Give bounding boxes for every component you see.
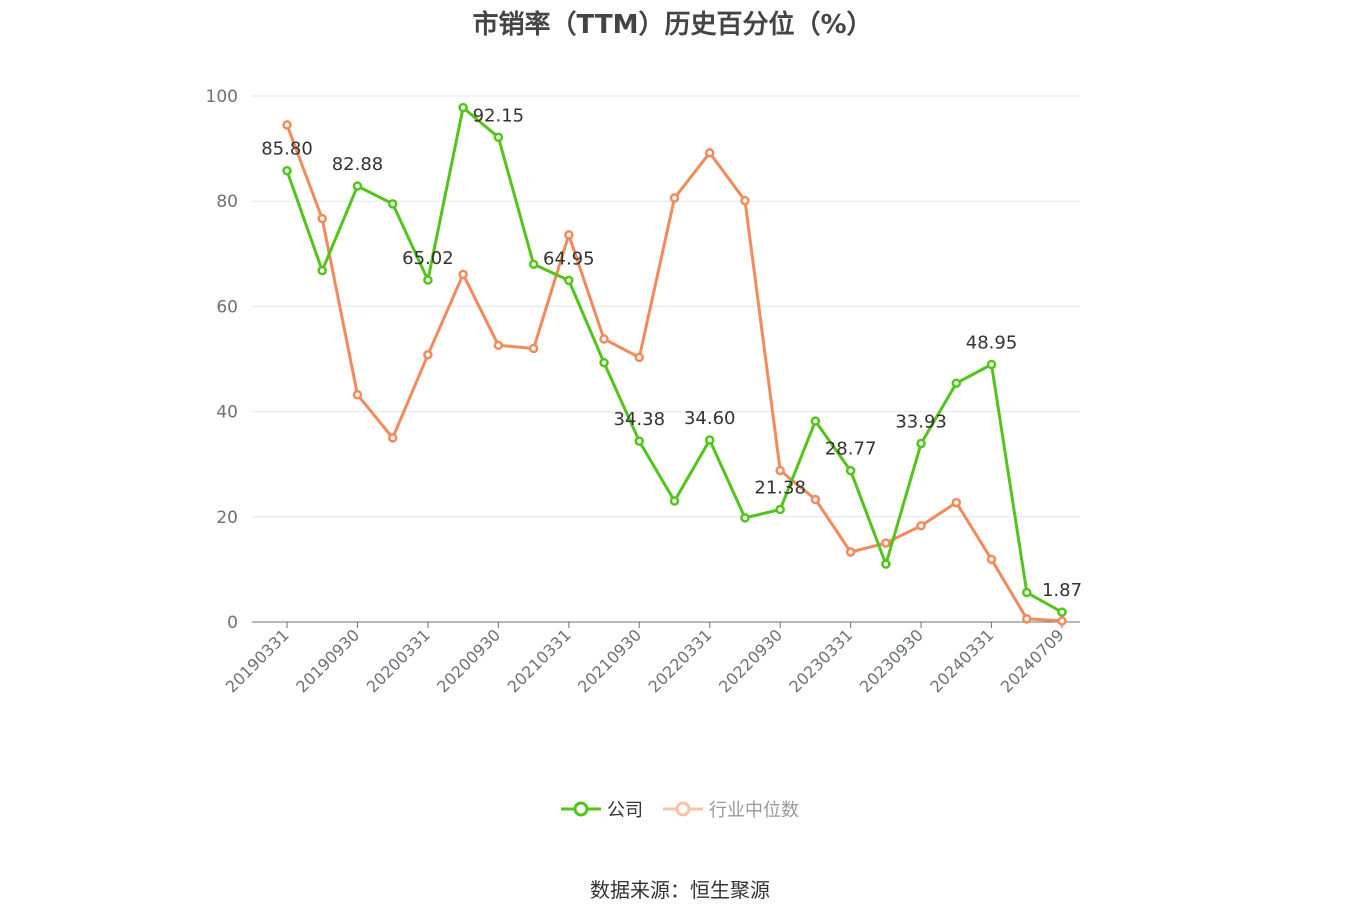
data-label: 48.95 [966, 333, 1018, 354]
legend-company-icon [561, 801, 601, 817]
data-label: 33.93 [895, 412, 947, 433]
y-tick-label: 0 [227, 613, 238, 633]
data-point-industry [669, 193, 680, 203]
data-point-company [986, 359, 997, 370]
data-label: 65.02 [402, 248, 454, 269]
data-point-company [317, 265, 327, 276]
x-tick-label: 20210331 [504, 625, 575, 696]
data-point-industry [634, 352, 645, 363]
data-point-company [916, 438, 926, 449]
y-tick-label: 80 [216, 192, 238, 212]
data-point-industry [775, 465, 785, 476]
data-point-company [387, 199, 398, 209]
data-point-company [1057, 607, 1067, 617]
data-point-industry [1022, 614, 1032, 624]
x-tick-label: 20190930 [292, 625, 363, 696]
x-tick-label: 20230930 [856, 625, 927, 696]
x-tick-label: 20210930 [574, 625, 645, 696]
y-tick-label: 100 [206, 87, 238, 107]
data-point-industry [845, 547, 856, 557]
data-point-company [458, 102, 468, 113]
data-point-company [352, 181, 363, 191]
legend: 公司 行业中位数 [0, 796, 1360, 822]
data-point-industry [951, 497, 962, 508]
x-tick-label: 20200930 [433, 625, 504, 696]
data-point-company [493, 132, 504, 143]
data-point-company [704, 435, 715, 445]
data-point-company [810, 416, 821, 426]
data-point-industry [493, 340, 504, 351]
data-point-company [951, 378, 962, 388]
legend-company-label: 公司 [607, 800, 643, 821]
x-tick-label: 20240331 [926, 625, 997, 696]
legend-item-company[interactable]: 公司 [561, 796, 643, 822]
data-point-industry [986, 554, 997, 565]
data-labels: 85.80 82.88 65.02 92.15 64.95 34.38 34.60 21.38… [261, 105, 1082, 601]
data-point-company [881, 559, 891, 569]
data-point-industry [881, 538, 891, 548]
data-point-industry [916, 520, 926, 531]
data-label: 82.88 [332, 154, 384, 175]
x-tick-label: 20240709 [997, 625, 1068, 696]
data-point-industry [1057, 616, 1067, 626]
legend-item-industry[interactable]: 行业中位数 [663, 796, 799, 822]
data-point-industry [352, 390, 363, 400]
y-axis: 0 20 40 60 80 100 [206, 87, 238, 633]
legend-industry-icon [663, 801, 703, 817]
data-point-company [669, 496, 680, 506]
x-tick-label: 20190331 [222, 625, 293, 696]
data-label: 28.77 [825, 439, 877, 460]
x-tick-label: 20220331 [645, 625, 716, 696]
data-point-company [634, 436, 645, 446]
data-point-company [564, 275, 574, 286]
series-layer [282, 102, 1067, 626]
data-label: 64.95 [543, 248, 595, 269]
data-point-industry [810, 494, 821, 505]
data-label: 34.60 [684, 408, 736, 429]
x-axis: 20190331 20190930 20200331 20200930 20210331… [222, 621, 1080, 696]
data-point-company [528, 259, 539, 270]
data-point-company [740, 513, 750, 523]
data-point-industry [387, 433, 398, 443]
x-tick-label: 20220930 [715, 625, 786, 696]
data-point-industry [282, 120, 292, 130]
data-point-industry [458, 269, 468, 280]
series-line-company [285, 106, 1063, 614]
data-label: 1.87 [1042, 580, 1082, 601]
data-point-company [282, 165, 292, 176]
data-point-industry [599, 334, 609, 344]
data-point-industry [564, 230, 574, 240]
data-label: 34.38 [614, 409, 666, 430]
data-point-company [775, 504, 785, 515]
y-tick-label: 40 [216, 403, 238, 423]
data-point-company [1022, 587, 1032, 598]
data-point-company [599, 357, 609, 368]
data-point-industry [528, 343, 539, 354]
data-point-industry [317, 213, 327, 224]
data-point-industry [423, 350, 433, 360]
data-label: 85.80 [261, 139, 313, 160]
data-label: 92.15 [473, 105, 525, 126]
y-tick-label: 20 [216, 508, 238, 528]
data-source: 数据来源：恒生聚源 [590, 878, 770, 902]
legend-industry-label: 行业中位数 [709, 800, 799, 821]
data-point-company [423, 275, 433, 285]
chart-title: 市销率（TTM）历史百分位（%） [472, 10, 873, 40]
x-tick-label: 20200331 [363, 625, 434, 696]
data-point-company [845, 465, 856, 476]
x-tick-label: 20230331 [785, 625, 856, 696]
data-point-industry [704, 148, 715, 158]
data-point-industry [740, 195, 750, 206]
y-tick-label: 60 [216, 297, 238, 317]
data-label: 21.38 [754, 478, 806, 499]
